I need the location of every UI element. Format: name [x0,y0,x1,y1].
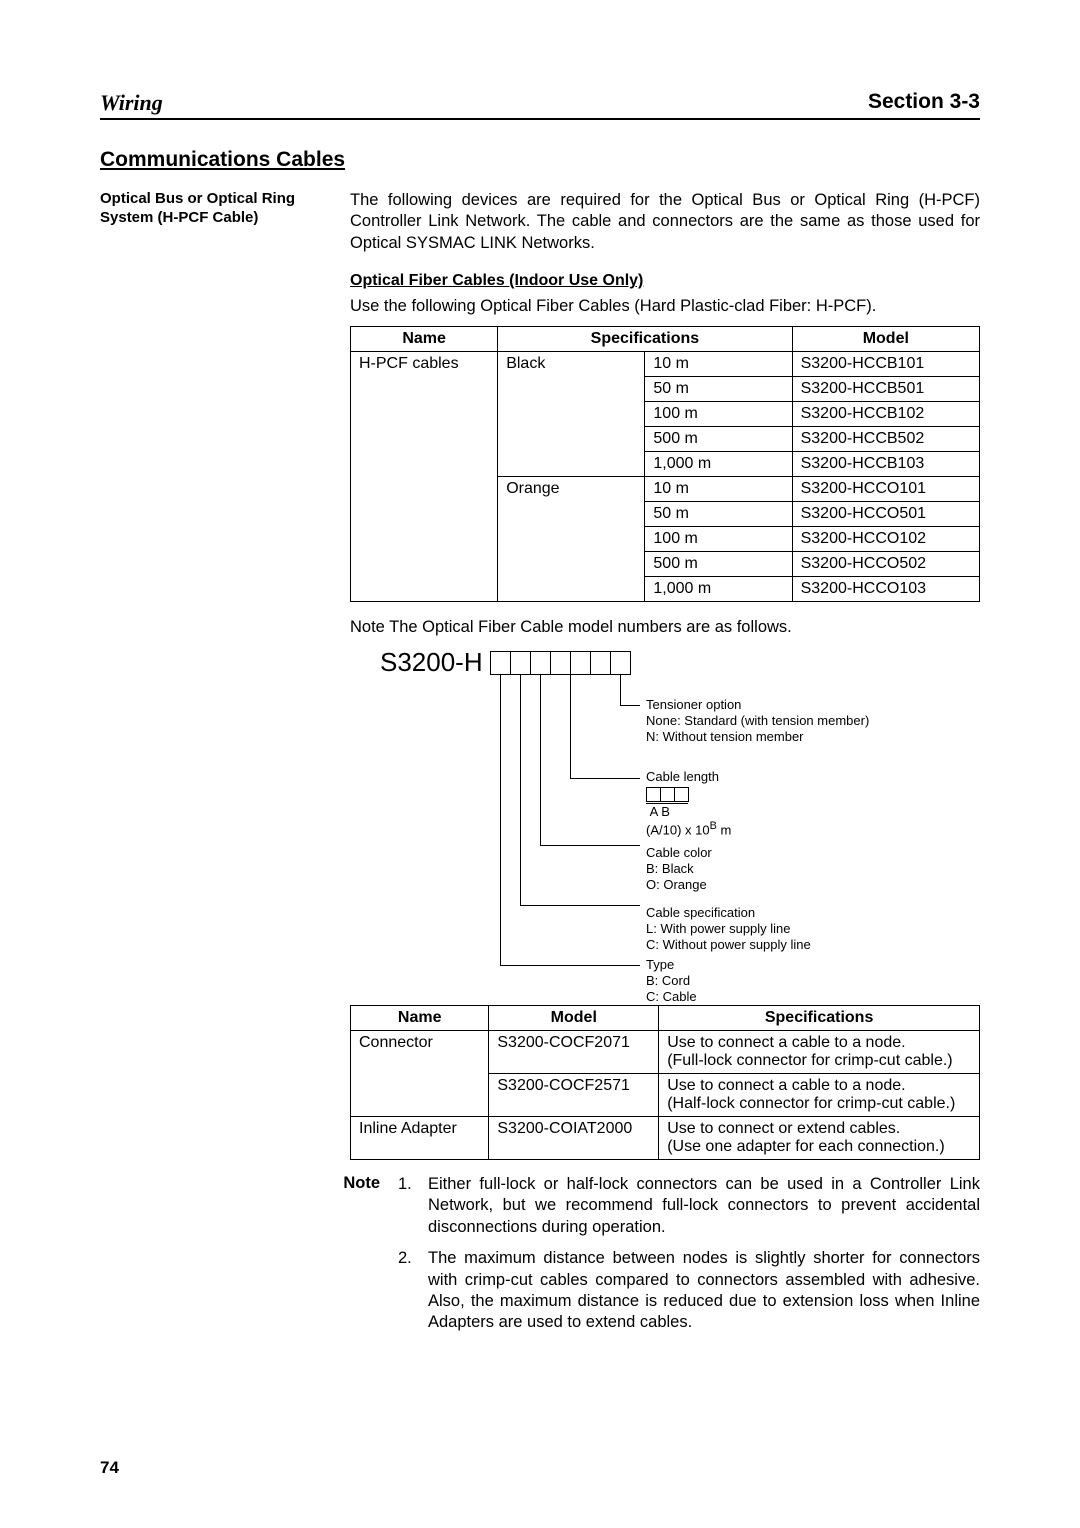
note-block: Note 1.Either full-lock or half-lock con… [330,1174,980,1344]
model-diagram: S3200-H Tensioner option None: Standard … [350,647,980,997]
header-left: Wiring [100,90,163,116]
side-heading: Optical Bus or Optical Ring System (H-PC… [100,190,330,228]
page-number: 74 [100,1458,119,1478]
intro-paragraph: The following devices are required for t… [350,190,980,254]
diag-type: Type B: Cord C: Cable [646,957,697,1006]
table-cables: NameSpecificationsModelH-PCF cablesBlack… [350,326,980,602]
note-item: 1.Either full-lock or half-lock connecto… [398,1174,980,1238]
model-prefix: S3200-H [380,647,483,678]
note-block-label: Note [330,1174,380,1344]
diag-length: Cable length A B (A/10) x 10B m [646,769,731,839]
note-label: Note [350,618,385,636]
section-title: Communications Cables [100,148,980,172]
diag-spec: Cable specification L: With power supply… [646,905,811,954]
sub-heading: Optical Fiber Cables (Indoor Use Only) [350,272,980,290]
header-right: Section 3-3 [868,90,980,116]
page-header: Wiring Section 3-3 [100,90,980,120]
note-item: 2.The maximum distance between nodes is … [398,1248,980,1334]
note-text: The Optical Fiber Cable model numbers ar… [389,618,792,636]
diag-color: Cable color B: Black O: Orange [646,845,712,894]
model-boxes [490,651,631,675]
content-columns: Optical Bus or Optical Ring System (H-PC… [100,190,980,1160]
table-connectors: NameModelSpecificationsConnectorS3200-CO… [350,1005,980,1160]
note-line: Note The Optical Fiber Cable model numbe… [350,618,980,637]
diag-tension: Tensioner option None: Standard (with te… [646,697,869,746]
sub-paragraph: Use the following Optical Fiber Cables (… [350,296,980,317]
